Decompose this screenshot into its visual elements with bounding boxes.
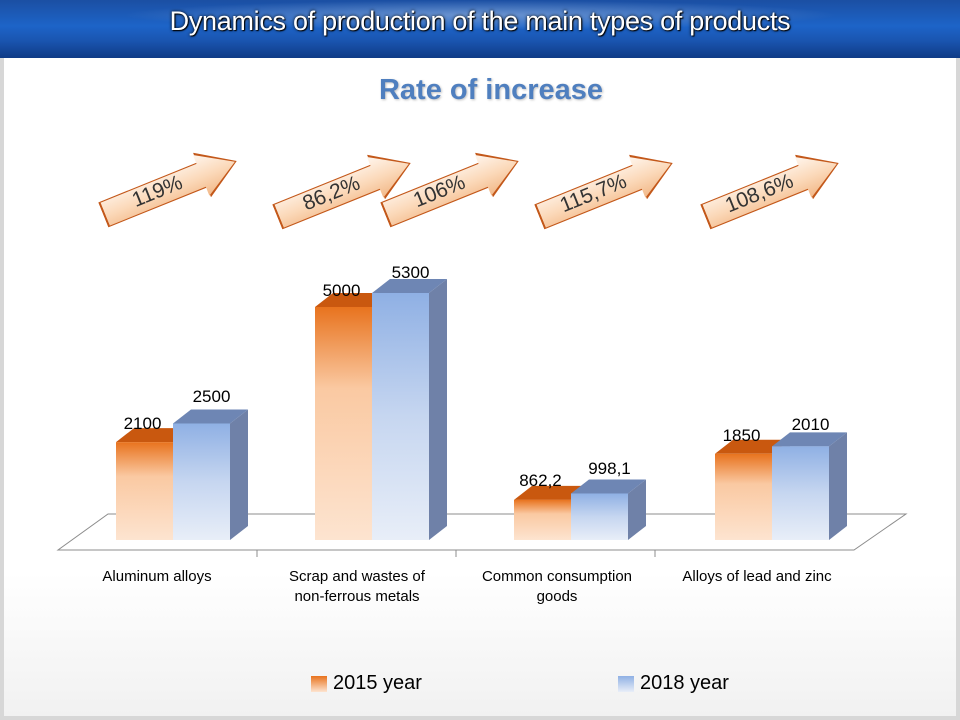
bar-top xyxy=(173,409,248,424)
bar-top xyxy=(116,428,191,443)
category-label: Aluminum alloys xyxy=(102,568,211,585)
bar-2018-year xyxy=(173,423,230,540)
bar-side xyxy=(230,409,248,540)
data-label: 2100 xyxy=(124,414,162,433)
bar-top xyxy=(715,439,790,454)
bar-top xyxy=(772,432,847,447)
category-label: goods xyxy=(537,588,578,605)
bar-top xyxy=(571,479,646,494)
category-label: Alloys of lead and zinc xyxy=(682,568,832,585)
data-label: 2010 xyxy=(792,415,830,434)
title-banner: Dynamics of production of the main types… xyxy=(0,0,960,58)
bar-top xyxy=(315,292,390,307)
bar-2015-year xyxy=(315,306,372,540)
data-label: 998,1 xyxy=(588,459,631,478)
category-label: Common consumption xyxy=(482,568,632,585)
bar-top xyxy=(514,485,589,500)
legend-item-2015: 2015 year xyxy=(311,672,422,695)
bar-side xyxy=(429,279,447,540)
data-label: 1850 xyxy=(723,426,761,445)
bar-2018-year xyxy=(571,493,628,540)
legend-swatch-2018 xyxy=(618,675,634,692)
bar-2015-year xyxy=(514,499,571,540)
bar-2018-year xyxy=(372,293,429,540)
bar-side xyxy=(829,432,847,540)
bar-2018-year xyxy=(772,446,829,540)
legend-label-2018: 2018 year xyxy=(640,672,729,694)
bars-group: 2100 2500 5000 5300 862,2 998,1 1850 2010 xyxy=(116,263,847,540)
bar-side xyxy=(628,479,646,540)
category-label: Scrap and wastes of xyxy=(289,568,426,585)
bar-top xyxy=(372,279,447,293)
data-label: 862,2 xyxy=(519,471,562,490)
legend-item-2018: 2018 year xyxy=(618,672,729,695)
slide-title: Dynamics of production of the main types… xyxy=(169,6,791,36)
bar-2015-year xyxy=(116,442,173,540)
chart-floor xyxy=(56,513,908,551)
bar-2015-year xyxy=(715,453,772,540)
category-label: non-ferrous metals xyxy=(294,588,419,605)
x-axis-labels: Aluminum alloys Scrap and wastes of non-fe… xyxy=(102,550,832,605)
data-label: 2500 xyxy=(193,387,231,406)
legend-label-2015: 2015 year xyxy=(333,672,422,694)
data-label: 5000 xyxy=(323,281,361,300)
chart-title: Rate of increase xyxy=(378,74,604,106)
data-label: 5300 xyxy=(392,263,430,282)
legend-swatch-2015 xyxy=(311,675,327,692)
